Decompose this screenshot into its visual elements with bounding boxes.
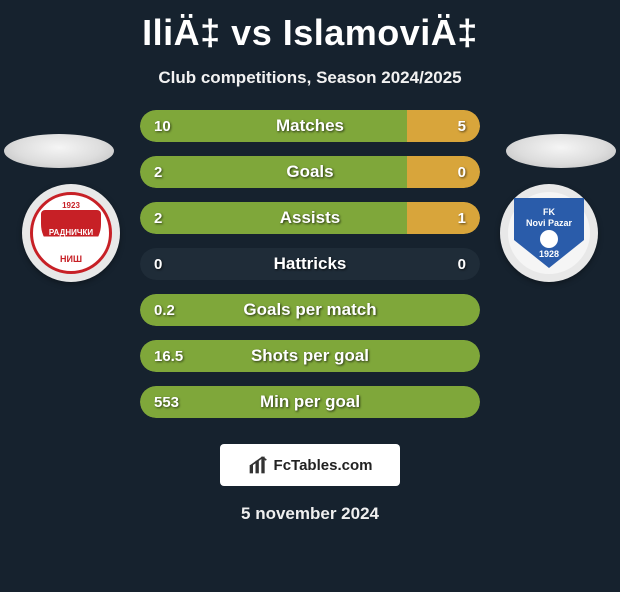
stat-label: Goals per match	[140, 300, 480, 320]
club-left-name1: РАДНИЧКИ	[49, 228, 93, 237]
stat-row: 105Matches	[140, 110, 480, 142]
stat-label: Min per goal	[140, 392, 480, 412]
club-left-name2: НИШ	[60, 254, 82, 264]
stat-label: Assists	[140, 208, 480, 228]
player-head-right	[506, 134, 616, 168]
stat-row: 00Hattricks	[140, 248, 480, 280]
chart-icon	[248, 455, 268, 475]
club-right-name1: FK	[543, 207, 555, 217]
footer-date: 5 november 2024	[0, 504, 620, 524]
player-head-left	[4, 134, 114, 168]
stat-row: 553Min per goal	[140, 386, 480, 418]
stat-label: Goals	[140, 162, 480, 182]
club-right-year: 1928	[539, 249, 559, 259]
stat-label: Shots per goal	[140, 346, 480, 366]
stat-label: Hattricks	[140, 254, 480, 274]
brand-badge[interactable]: FcTables.com	[220, 444, 400, 486]
stats-bars: 105Matches 20Goals 21Assists 00Hattricks 0.2…	[140, 110, 480, 418]
club-left-year: 1923	[62, 201, 80, 210]
stat-row: 20Goals	[140, 156, 480, 188]
ball-icon	[540, 230, 558, 248]
page-subtitle: Club competitions, Season 2024/2025	[0, 68, 620, 88]
brand-text: FcTables.com	[274, 457, 373, 474]
club-badge-left: 1923 РАДНИЧКИ НИШ	[22, 184, 120, 282]
club-left-crest: РАДНИЧКИ	[41, 210, 101, 254]
stat-row: 0.2Goals per match	[140, 294, 480, 326]
stat-label: Matches	[140, 116, 480, 136]
club-badge-right: FK Novi Pazar 1928	[500, 184, 598, 282]
club-right-crest: FK Novi Pazar 1928	[514, 198, 584, 268]
stat-row: 21Assists	[140, 202, 480, 234]
stat-row: 16.5Shots per goal	[140, 340, 480, 372]
page-title: IliÄ‡ vs IslamoviÄ‡	[0, 12, 620, 54]
club-right-name2: Novi Pazar	[526, 218, 572, 228]
